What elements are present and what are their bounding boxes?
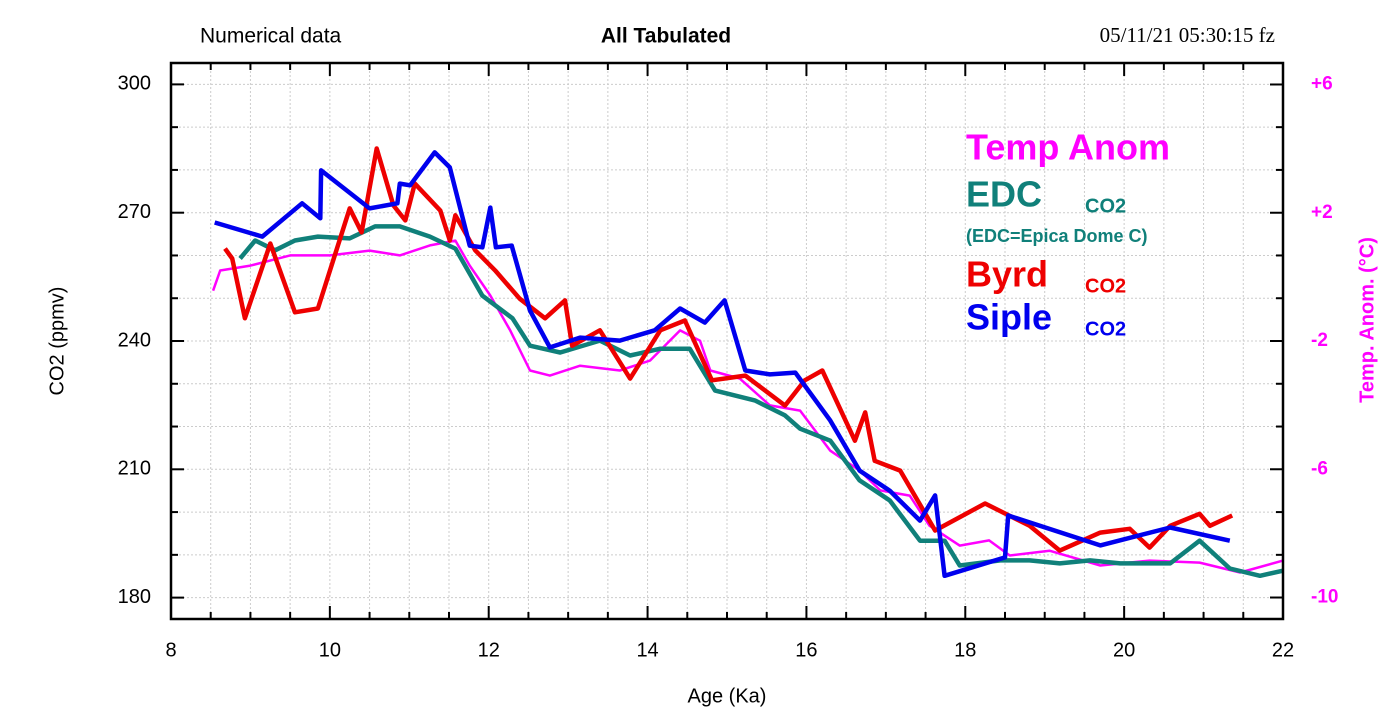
header-right: 05/11/21 05:30:15 fz [1100, 23, 1275, 47]
y-tick-label: 300 [118, 73, 151, 95]
legend-suffix: CO2 [1085, 275, 1126, 297]
y-axis-label: CO2 (ppmv) [46, 287, 68, 396]
x-tick-label: 10 [319, 639, 341, 661]
legend-suffix: CO2 [1085, 195, 1126, 217]
header-left: Numerical data [200, 25, 342, 48]
x-tick-label: 14 [636, 639, 658, 661]
y-tick-label: 240 [118, 329, 151, 351]
y-tick-label: 270 [118, 201, 151, 223]
annotation: (EDC=Epica Dome C) [966, 226, 1148, 246]
series-line [211, 239, 1284, 574]
x-tick-label: 8 [165, 639, 176, 661]
series-line [238, 224, 1284, 579]
legend-label: Byrd [966, 254, 1048, 295]
y2-tick-label: -10 [1311, 587, 1338, 608]
x-axis-label: Age (Ka) [688, 685, 767, 707]
y2-tick-label: +2 [1311, 202, 1333, 223]
y-tick-label: 210 [118, 458, 151, 480]
x-tick-label: 18 [954, 639, 976, 661]
y2-tick-label: -6 [1311, 458, 1328, 479]
y2-tick-label: +6 [1311, 73, 1333, 94]
x-tick-label: 22 [1272, 639, 1294, 661]
x-tick-label: 12 [478, 639, 500, 661]
y2-axis-label: Temp. Anom. (°C) [1356, 237, 1378, 403]
legend-label: EDC [966, 174, 1042, 215]
chart-title: All Tabulated [601, 25, 731, 48]
legend-label: Siple [966, 297, 1052, 338]
plot-frame [169, 61, 1285, 621]
y2-tick-label: -2 [1311, 330, 1328, 351]
x-tick-label: 16 [795, 639, 817, 661]
y-tick-label: 180 [118, 586, 151, 608]
x-tick-label: 20 [1113, 639, 1135, 661]
legend-suffix: CO2 [1085, 318, 1126, 340]
series-line [214, 150, 1231, 579]
legend-label: Temp Anom [966, 127, 1170, 168]
